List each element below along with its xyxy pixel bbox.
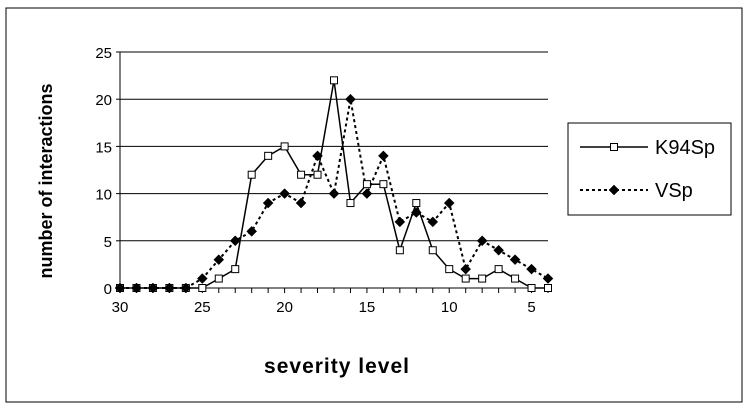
data-point-vsp — [361, 188, 373, 199]
data-point-vsp — [345, 93, 356, 105]
data-point-k94sp — [511, 274, 520, 283]
data-point-k94sp — [330, 76, 338, 85]
data-point-k94sp — [297, 170, 306, 179]
x-tick-label: 30 — [112, 299, 129, 316]
data-point-vsp — [196, 273, 208, 284]
legend: K94Sp VSp — [567, 122, 732, 216]
data-point-vsp — [114, 282, 126, 294]
y-axis-title: number of interactions — [36, 83, 56, 278]
x-axis-title: severity level — [264, 355, 410, 378]
data-point-k94sp — [362, 180, 371, 189]
data-point-k94sp — [527, 284, 536, 292]
x-tick-label: 5 — [527, 299, 535, 316]
y-tick-label: 0 — [104, 281, 112, 298]
data-point-vsp — [394, 216, 406, 228]
y-tick-label: 25 — [95, 45, 112, 62]
data-point-vsp — [131, 282, 142, 294]
data-point-vsp — [427, 216, 439, 228]
data-point-k94sp — [280, 142, 289, 151]
data-point-k94sp — [544, 284, 552, 292]
series-line-vsp — [120, 99, 549, 289]
data-point-k94sp — [395, 246, 404, 255]
data-point-k94sp — [198, 284, 207, 292]
data-point-k94sp — [428, 246, 437, 255]
data-point-vsp — [476, 235, 488, 247]
x-tick-label: 25 — [194, 299, 211, 316]
data-point-k94sp — [231, 265, 240, 274]
data-point-vsp — [509, 254, 521, 266]
y-tick-label: 10 — [95, 187, 112, 204]
data-point-vsp — [147, 282, 159, 294]
y-tick-label: 15 — [95, 139, 112, 156]
legend-marker-k94sp — [610, 143, 618, 151]
data-point-vsp — [262, 197, 274, 209]
data-point-vsp — [460, 263, 472, 275]
data-point-k94sp — [313, 170, 322, 179]
y-tick-label: 20 — [95, 92, 112, 109]
data-point-k94sp — [379, 180, 388, 189]
data-point-vsp — [410, 207, 422, 218]
data-point-k94sp — [214, 274, 223, 283]
legend-label-k94sp: K94Sp — [655, 137, 715, 159]
data-point-vsp — [164, 282, 175, 294]
x-tick-label: 15 — [359, 299, 376, 316]
data-point-k94sp — [264, 151, 273, 160]
legend-marker-vsp — [608, 184, 620, 196]
legend-label-vsp: VSp — [655, 180, 693, 202]
data-point-vsp — [213, 254, 225, 266]
data-point-vsp — [443, 197, 455, 209]
data-point-vsp — [246, 226, 258, 237]
chart-border — [5, 7, 743, 403]
data-point-vsp — [295, 197, 307, 209]
data-point-k94sp — [494, 265, 503, 274]
data-point-vsp — [526, 263, 537, 275]
data-point-k94sp — [412, 199, 421, 208]
data-point-k94sp — [247, 170, 256, 179]
data-point-vsp — [378, 150, 389, 162]
data-point-vsp — [180, 282, 192, 294]
data-point-vsp — [328, 188, 340, 199]
data-point-vsp — [279, 188, 290, 199]
x-tick-label: 20 — [276, 299, 293, 316]
legend-box — [567, 122, 732, 216]
data-point-vsp — [229, 235, 241, 247]
y-tick-label: 5 — [104, 234, 112, 251]
data-point-vsp — [493, 244, 504, 256]
plot-area: 0 5 10 15 20 25 30 25 20 15 10 5 — [95, 45, 554, 316]
data-point-k94sp — [461, 274, 470, 283]
data-point-vsp — [312, 150, 323, 162]
data-point-k94sp — [478, 274, 487, 283]
data-point-k94sp — [346, 199, 355, 208]
data-point-vsp — [542, 273, 554, 284]
data-point-k94sp — [445, 265, 454, 274]
x-tick-label: 10 — [441, 299, 458, 316]
